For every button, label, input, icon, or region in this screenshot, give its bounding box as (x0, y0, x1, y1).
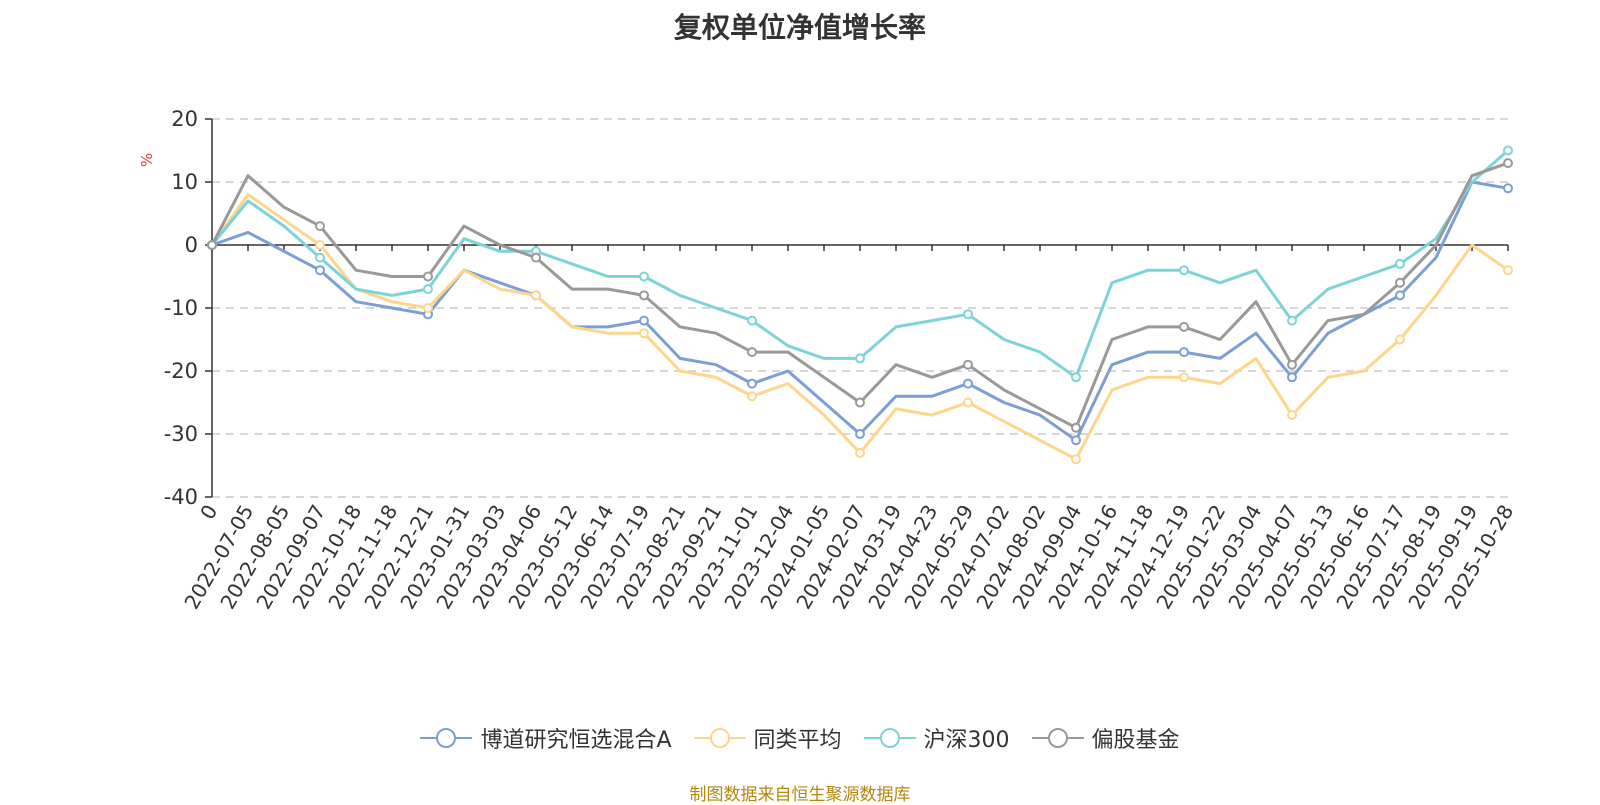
legend-item[interactable]: 同类平均 (693, 722, 842, 754)
data-point[interactable] (639, 271, 649, 282)
data-point[interactable] (1503, 265, 1513, 276)
data-point[interactable] (423, 284, 433, 295)
axis-layer: 20100-10-20-30-4002022-07-052022-08-0520… (164, 107, 1519, 613)
data-point[interactable] (1179, 321, 1189, 332)
series-1 (207, 193, 1513, 465)
data-point[interactable] (423, 303, 433, 313)
legend-marker-icon (1031, 728, 1084, 748)
data-point[interactable] (1287, 372, 1297, 383)
data-point[interactable] (747, 315, 757, 326)
legend-item[interactable]: 偏股基金 (1031, 722, 1180, 754)
data-point[interactable] (1395, 258, 1405, 269)
data-point[interactable] (1179, 347, 1189, 358)
legend-label: 沪深300 (923, 728, 1010, 753)
data-point[interactable] (747, 378, 757, 389)
source-note: 制图数据来自恒生聚源数据库 (689, 785, 911, 805)
y-tick-label: 20 (171, 107, 198, 131)
y-tick-label: -20 (164, 359, 198, 383)
series-layer (207, 145, 1513, 465)
data-point[interactable] (1071, 454, 1081, 465)
data-point[interactable] (1071, 435, 1081, 446)
data-point[interactable] (639, 328, 649, 339)
data-point[interactable] (963, 359, 973, 370)
data-point[interactable] (639, 290, 649, 301)
data-point[interactable] (423, 271, 433, 282)
data-point[interactable] (747, 391, 757, 402)
legend-item[interactable]: 沪深300 (863, 722, 1010, 754)
series-line[interactable] (210, 149, 1509, 379)
y-tick-label: -10 (164, 296, 198, 320)
data-point[interactable] (1287, 315, 1297, 326)
data-point[interactable] (315, 252, 325, 263)
data-point[interactable] (1503, 158, 1513, 169)
data-point[interactable] (315, 265, 325, 276)
y-tick-label: 0 (185, 233, 198, 257)
legend-marker-icon (420, 728, 473, 748)
data-point[interactable] (855, 447, 865, 458)
legend-item[interactable]: 博道研究恒选混合A (420, 722, 672, 754)
data-point[interactable] (963, 378, 973, 389)
legend-marker-icon (693, 728, 746, 748)
data-point[interactable] (1287, 410, 1297, 421)
y-tick-label: -40 (164, 485, 198, 509)
data-point[interactable] (1503, 183, 1513, 194)
legend-label: 同类平均 (753, 728, 842, 753)
data-point[interactable] (531, 252, 541, 263)
data-point[interactable] (1071, 372, 1081, 383)
data-point[interactable] (963, 309, 973, 320)
data-point[interactable] (855, 429, 865, 439)
legend-label: 博道研究恒选混合A (480, 728, 672, 753)
data-point[interactable] (1395, 290, 1405, 301)
x-tick-label: 0 (195, 501, 222, 524)
grid-layer (212, 118, 1508, 498)
data-point[interactable] (639, 315, 649, 326)
data-point[interactable] (1071, 422, 1081, 433)
data-point[interactable] (1395, 334, 1405, 345)
legend: 博道研究恒选混合A 同类平均 沪深300 偏股基金 (0, 722, 1600, 754)
legend-marker-icon (863, 728, 916, 748)
data-point[interactable] (1287, 359, 1297, 370)
legend-label: 偏股基金 (1091, 728, 1180, 753)
series-line[interactable] (210, 161, 1509, 430)
y-tick-label: -30 (164, 422, 198, 446)
data-point[interactable] (1179, 372, 1189, 383)
data-point[interactable] (1395, 277, 1405, 288)
chart-title: 复权单位净值增长率 (673, 11, 926, 44)
data-point[interactable] (855, 397, 865, 408)
data-point[interactable] (855, 353, 865, 364)
series-line[interactable] (210, 193, 1509, 461)
series-3 (207, 158, 1513, 433)
data-point[interactable] (963, 397, 973, 408)
y-axis-unit-label: % (138, 153, 156, 167)
data-point[interactable] (207, 240, 217, 250)
data-point[interactable] (747, 347, 757, 358)
data-point[interactable] (1179, 265, 1189, 276)
y-tick-label: 10 (171, 170, 198, 194)
data-point[interactable] (315, 221, 325, 232)
data-point[interactable] (531, 290, 541, 301)
data-point[interactable] (1503, 145, 1513, 156)
series-2 (207, 145, 1513, 383)
data-point[interactable] (315, 240, 325, 250)
